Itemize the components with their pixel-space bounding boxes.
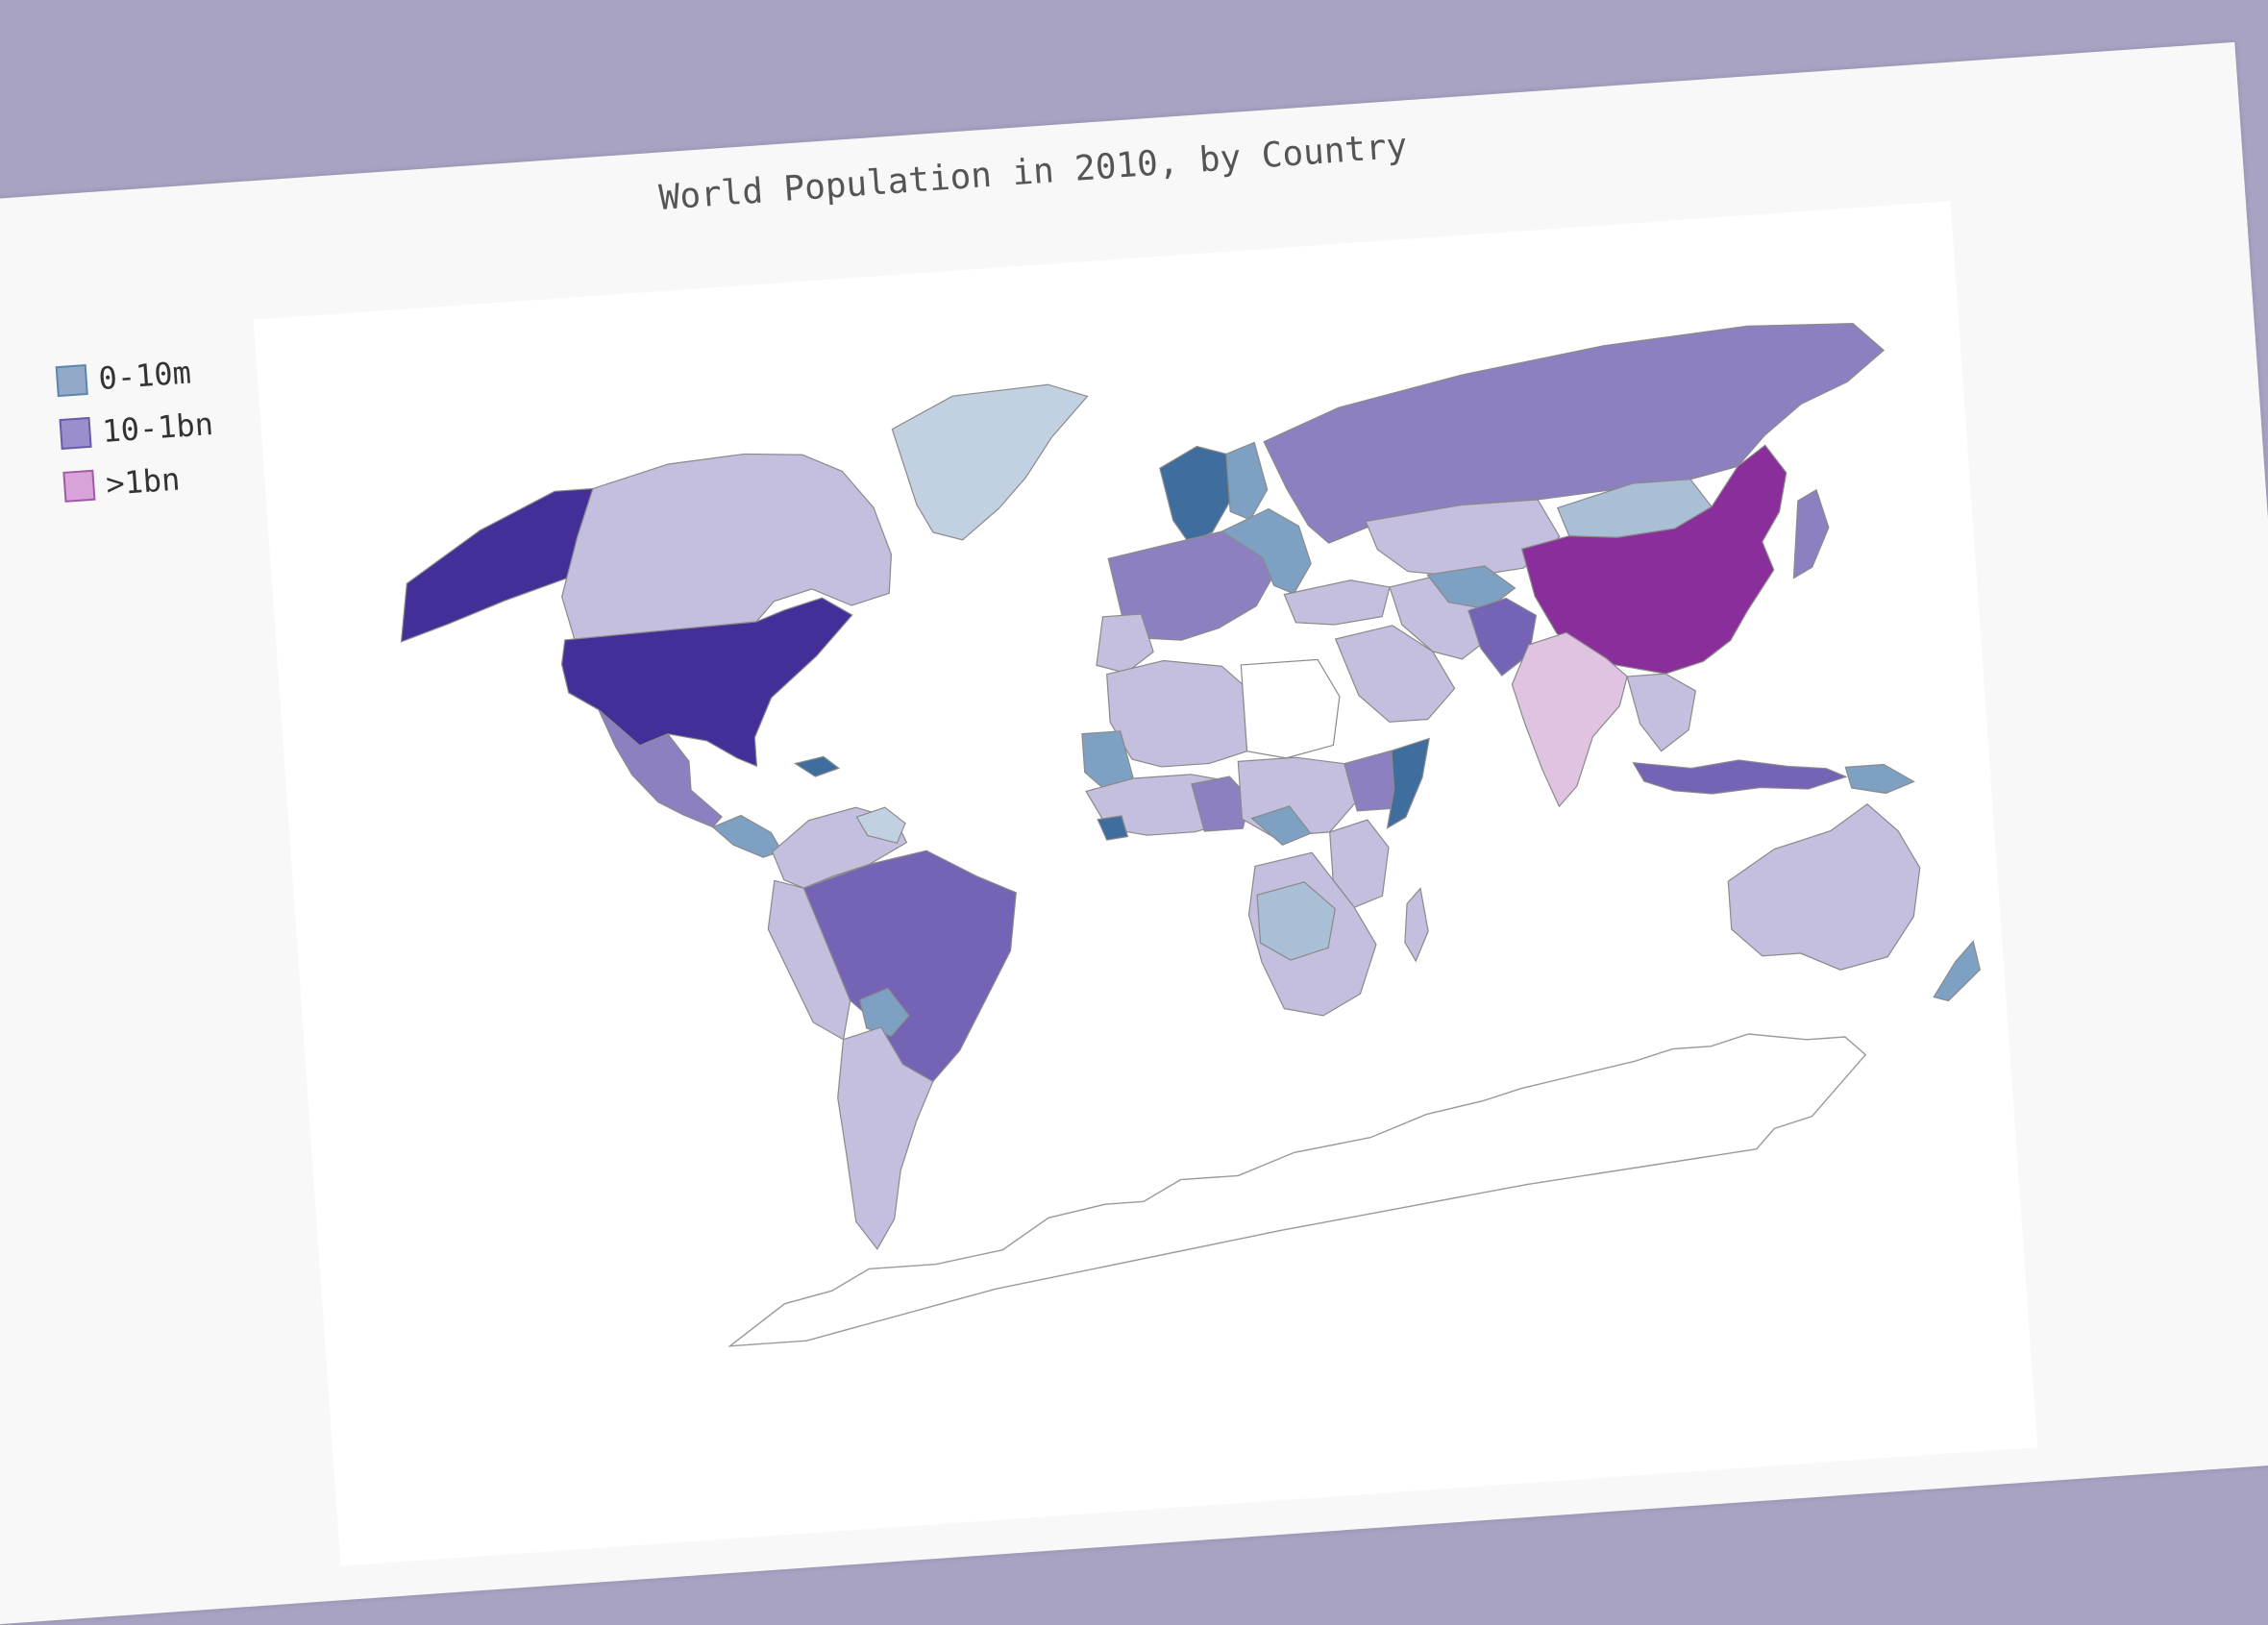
country-india <box>1511 631 1628 808</box>
country-argentina <box>837 1026 934 1250</box>
country-angola-zambia <box>1256 881 1336 961</box>
country-somalia <box>1386 737 1430 829</box>
map-title: World Population in 2010, by Country <box>657 127 1408 218</box>
screenshot-stage: World Population in 2010, by Country 0-1… <box>0 41 2268 1625</box>
country-libya-egypt <box>1240 658 1341 759</box>
country-finland <box>1225 441 1269 521</box>
country-turkey <box>1283 579 1391 626</box>
map-canvas: World Population in 2010, by Country 0-1… <box>55 127 2038 1566</box>
country-scandinavia <box>1159 445 1231 545</box>
country-central-asia <box>1426 565 1516 610</box>
country-canada <box>561 453 893 640</box>
legend-swatch-10-1bn <box>59 416 92 451</box>
country-iberia <box>1096 613 1154 674</box>
legend-swatch-gt-1bn <box>62 469 96 503</box>
country-new-zealand <box>1933 940 1981 1002</box>
country-eastern-europe <box>1220 507 1312 595</box>
country-guinea <box>1097 815 1129 841</box>
country-usa <box>560 597 853 768</box>
country-australia <box>1727 803 1921 971</box>
country-greenland <box>891 383 1089 541</box>
country-mexico <box>598 709 723 828</box>
country-guyana <box>855 806 906 845</box>
country-indonesia <box>1632 759 1848 795</box>
country-brazil <box>802 849 1017 1083</box>
legend-label-10-1bn: 10-1bn <box>101 406 214 450</box>
country-japan <box>1792 488 1830 579</box>
country-kazakhstan <box>1365 499 1561 578</box>
legend-swatch-0-10m <box>55 363 88 398</box>
legend-label-0-10m: 0-10m <box>97 354 192 397</box>
legend-label-gt-1bn: >1bn <box>105 461 182 503</box>
country-southeast-asia <box>1626 673 1697 752</box>
country-russia <box>1263 323 1886 544</box>
country-caribbean <box>793 755 841 777</box>
legend: 0-10m 10-1bn >1bn <box>55 354 214 503</box>
country-middle-east <box>1334 625 1456 723</box>
antarctica-outline <box>727 1033 1867 1347</box>
country-paraguay <box>858 987 910 1037</box>
country-papua <box>1844 763 1915 795</box>
country-madagascar <box>1404 887 1429 963</box>
country-shapes <box>400 323 1981 1347</box>
country-cameroon-car <box>1250 805 1312 847</box>
